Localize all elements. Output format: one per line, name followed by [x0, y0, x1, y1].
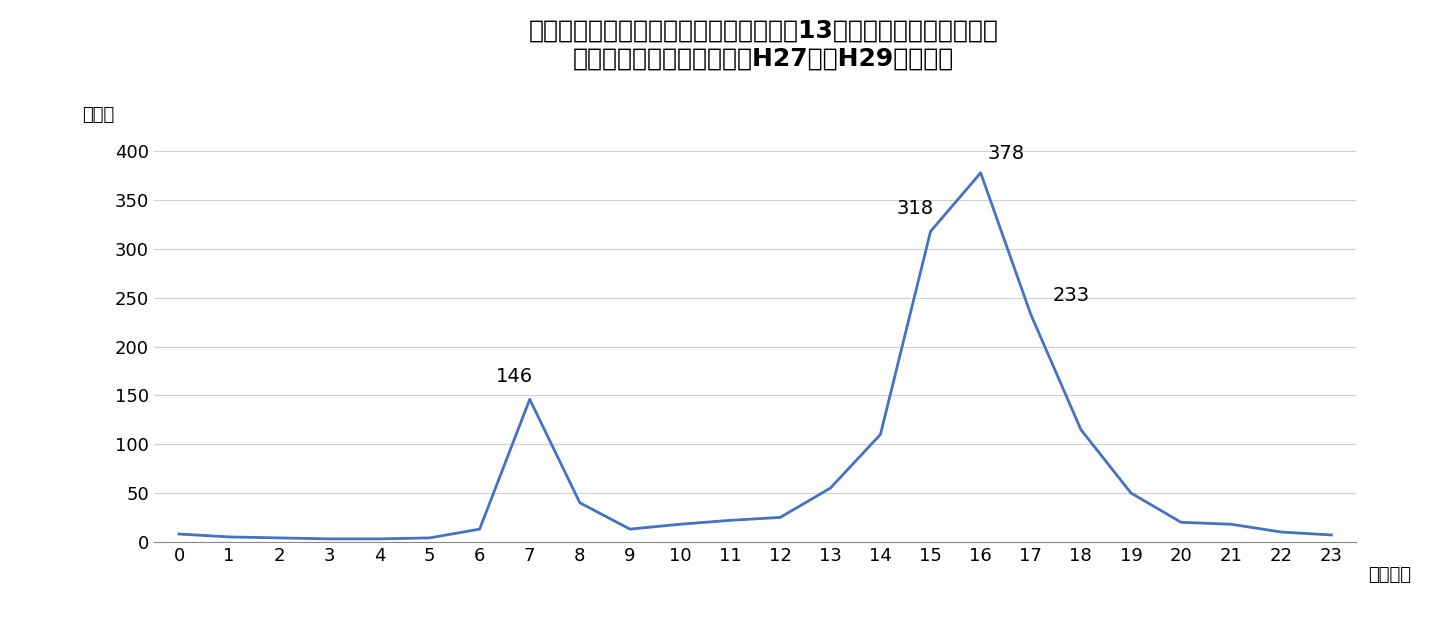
- Text: 378: 378: [988, 144, 1024, 163]
- Text: （時台）: （時台）: [1368, 567, 1411, 584]
- Text: 月曜日～金曜日の道路上における子供（13歳未満）が被害者となる
身体犯の時間別発生状況（H27年～H29年累計）: 月曜日～金曜日の道路上における子供（13歳未満）が被害者となる 身体犯の時間別発…: [528, 19, 998, 71]
- Text: 233: 233: [1053, 286, 1090, 305]
- Text: 146: 146: [497, 366, 533, 385]
- Text: 318: 318: [897, 198, 935, 218]
- Text: （件）: （件）: [82, 106, 114, 123]
